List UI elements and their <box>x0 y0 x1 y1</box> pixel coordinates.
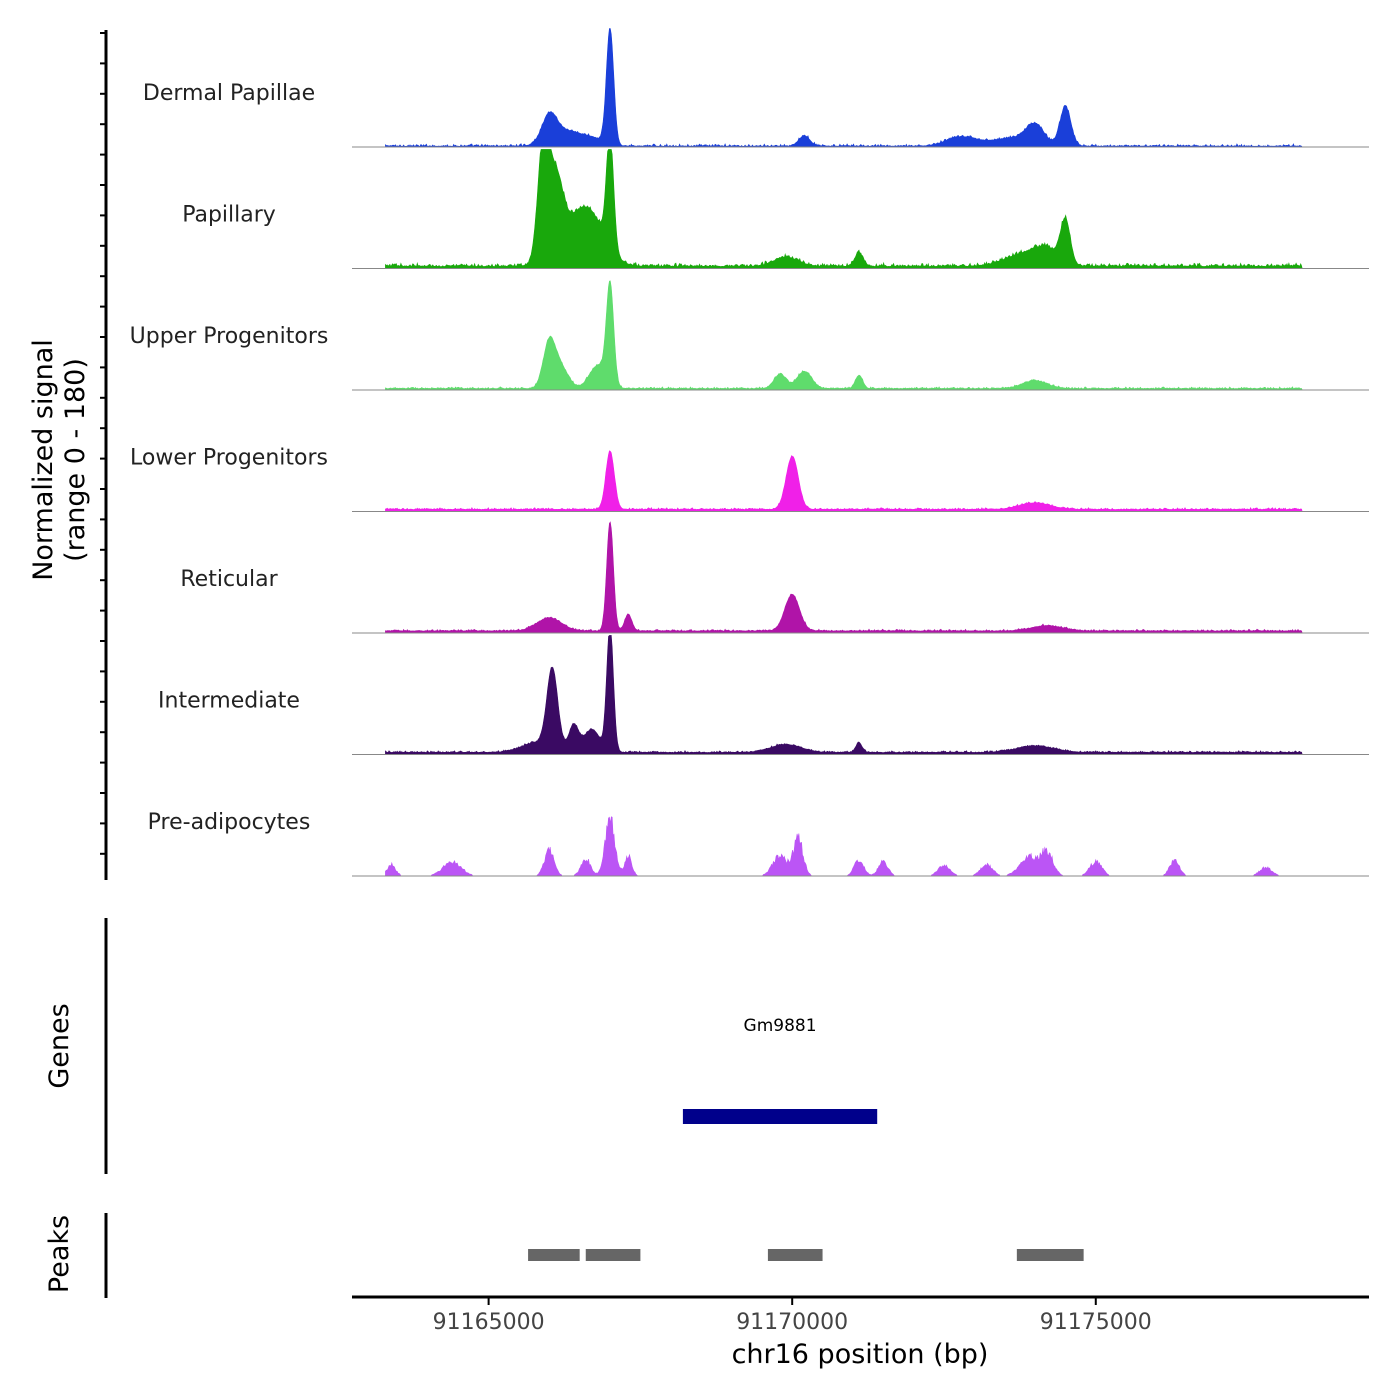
signal-axis <box>100 30 108 880</box>
x-tick-label: 91170000 <box>736 1310 848 1335</box>
track-label: Lower Progenitors <box>130 446 328 471</box>
track-label: Intermediate <box>158 689 300 714</box>
track-signal-area <box>385 149 1303 269</box>
track-label: Papillary <box>182 203 276 228</box>
peaks-panel: Peaks <box>44 1213 1084 1298</box>
track-upper-progenitors: Upper Progenitors <box>130 280 1369 391</box>
track-signal-area <box>385 28 1303 148</box>
signal-ticks <box>100 32 106 855</box>
x-ticks: 91165000 91170000 91175000 <box>433 1297 1152 1335</box>
track-reticular: Reticular <box>180 521 1369 634</box>
y-axis-title-line2: (range 0 - 180) <box>60 358 91 562</box>
peak-region <box>767 1249 823 1261</box>
gene-marks: Gm9881 <box>682 1016 878 1124</box>
track-signal-area <box>385 816 1303 877</box>
genes-axis-title: Genes <box>44 1003 75 1088</box>
peak-region <box>1016 1249 1084 1261</box>
track-dermal-papillae: Dermal Papillae <box>143 28 1369 148</box>
peak-region <box>528 1249 580 1261</box>
peak-region <box>585 1249 641 1261</box>
gene-label: Gm9881 <box>744 1016 817 1036</box>
peak-marks <box>528 1249 1084 1261</box>
y-axis-title-line1: Normalized signal <box>28 339 59 581</box>
track-signal-area <box>385 280 1303 391</box>
track-signal-area <box>385 521 1303 634</box>
y-axis-title: Normalized signal (range 0 - 180) <box>28 339 91 581</box>
track-intermediate: Intermediate <box>158 635 1369 755</box>
x-axis-title: chr16 position (bp) <box>732 1339 989 1370</box>
track-pre-adipocytes: Pre-adipocytes <box>148 810 1369 877</box>
track-signal-area <box>385 450 1303 512</box>
x-tick-label: 91175000 <box>1040 1310 1152 1335</box>
x-tick-label: 91165000 <box>433 1310 545 1335</box>
track-label: Upper Progenitors <box>130 324 329 349</box>
track-label: Pre-adipocytes <box>148 810 311 835</box>
track-label: Dermal Papillae <box>143 81 315 106</box>
x-axis: 91165000 91170000 91175000 chr16 position … <box>352 1295 1369 1370</box>
track-signal-area <box>385 635 1303 755</box>
gene-body <box>682 1109 878 1124</box>
genes-panel: Genes Gm9881 <box>44 918 878 1174</box>
peaks-axis-title: Peaks <box>44 1215 75 1293</box>
track-label: Reticular <box>180 567 278 592</box>
signal-tracks: Dermal Papillae Papillary Upper Progenitor… <box>130 28 1369 877</box>
track-lower-progenitors: Lower Progenitors <box>130 446 1369 512</box>
track-papillary: Papillary <box>182 149 1369 269</box>
